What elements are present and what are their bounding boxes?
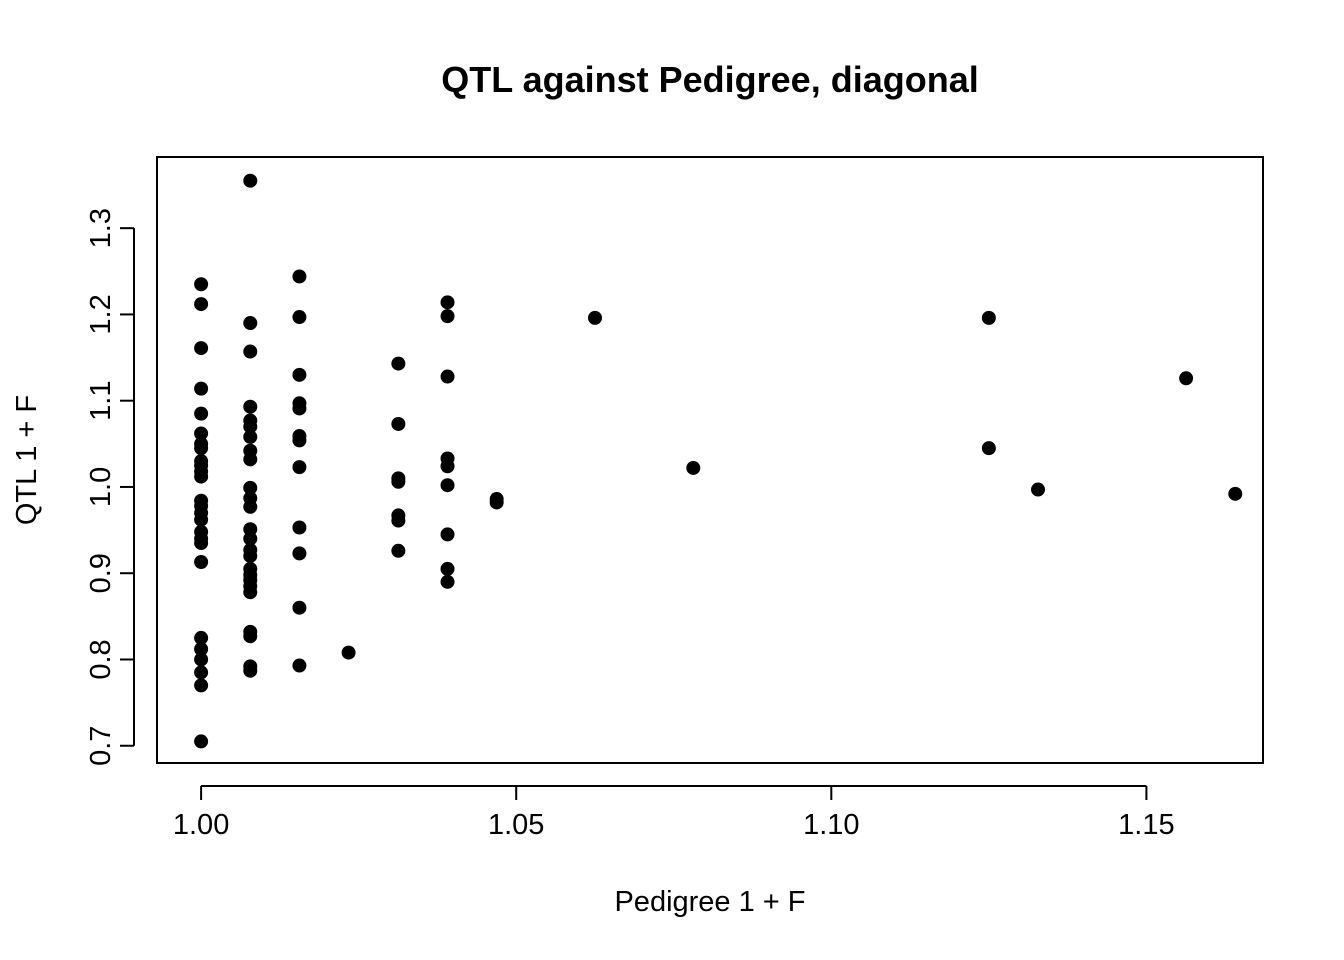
data-point: [243, 429, 258, 444]
data-point: [292, 546, 307, 561]
data-point: [981, 310, 996, 325]
data-point: [292, 367, 307, 382]
data-point: [243, 344, 258, 359]
y-axis-label: QTL 1 + F: [11, 395, 43, 525]
data-point: [194, 297, 209, 312]
x-axis: 1.00 1.05 1.10 1.15: [173, 785, 1175, 841]
y-tick-label: 1.3: [85, 208, 117, 248]
data-point: [243, 480, 258, 495]
y-tick-label: 1.1: [85, 381, 117, 421]
data-point: [391, 513, 406, 528]
data-point: [981, 441, 996, 456]
data-point: [194, 678, 209, 693]
data-point: [243, 531, 258, 546]
data-point: [194, 381, 209, 396]
data-point: [292, 269, 307, 284]
y-tick-label: 0.7: [85, 726, 117, 766]
data-point: [440, 478, 455, 493]
chart-title: QTL against Pedigree, diagonal: [441, 59, 978, 100]
data-point: [391, 416, 406, 431]
x-axis-label: Pedigree 1 + F: [614, 886, 805, 918]
data-point: [489, 495, 504, 510]
data-point: [194, 652, 209, 667]
data-point: [243, 629, 258, 644]
data-point: [243, 173, 258, 188]
data-point: [194, 426, 209, 441]
data-point: [194, 341, 209, 356]
data-point: [440, 574, 455, 589]
data-point: [243, 499, 258, 514]
data-point: [194, 630, 209, 645]
data-point: [194, 665, 209, 680]
data-point: [292, 658, 307, 673]
data-point: [194, 536, 209, 551]
data-point: [194, 406, 209, 421]
data-point: [391, 543, 406, 558]
data-point: [440, 459, 455, 474]
data-point: [686, 460, 701, 475]
data-point: [587, 310, 602, 325]
data-point: [243, 452, 258, 467]
data-point: [194, 555, 209, 570]
y-axis: 0.7 0.8 0.9 1.0 1.1 1.2 1.3: [85, 208, 135, 766]
data-point: [243, 316, 258, 331]
data-point: [1228, 486, 1243, 501]
data-point: [194, 512, 209, 527]
data-point: [440, 369, 455, 384]
data-point: [243, 419, 258, 434]
data-point: [292, 520, 307, 535]
data-point: [440, 309, 455, 324]
x-tick-label: 1.15: [1118, 809, 1174, 841]
data-point: [1031, 482, 1046, 497]
data-point: [194, 642, 209, 657]
data-point: [292, 310, 307, 325]
data-point: [194, 441, 209, 456]
data-point: [292, 460, 307, 475]
x-tick-label: 1.00: [173, 809, 229, 841]
y-tick-label: 1.2: [85, 294, 117, 334]
x-tick-label: 1.10: [803, 809, 859, 841]
data-point: [391, 356, 406, 371]
y-tick-label: 0.9: [85, 553, 117, 593]
data-point: [440, 561, 455, 576]
data-point: [243, 585, 258, 600]
y-tick-label: 1.0: [85, 467, 117, 507]
data-point: [243, 399, 258, 414]
data-point: [292, 600, 307, 615]
plot-frame: [156, 156, 1264, 764]
data-point: [194, 469, 209, 484]
data-points: [194, 173, 1243, 749]
data-point: [341, 645, 356, 660]
data-point: [1179, 371, 1194, 386]
x-tick-label: 1.05: [488, 809, 544, 841]
data-point: [243, 548, 258, 563]
data-point: [440, 295, 455, 310]
data-point: [194, 734, 209, 749]
data-point: [194, 277, 209, 292]
data-point: [391, 474, 406, 489]
data-point: [292, 401, 307, 416]
data-point: [243, 663, 258, 678]
data-point: [440, 527, 455, 542]
y-tick-label: 0.8: [85, 639, 117, 679]
data-point: [292, 433, 307, 448]
